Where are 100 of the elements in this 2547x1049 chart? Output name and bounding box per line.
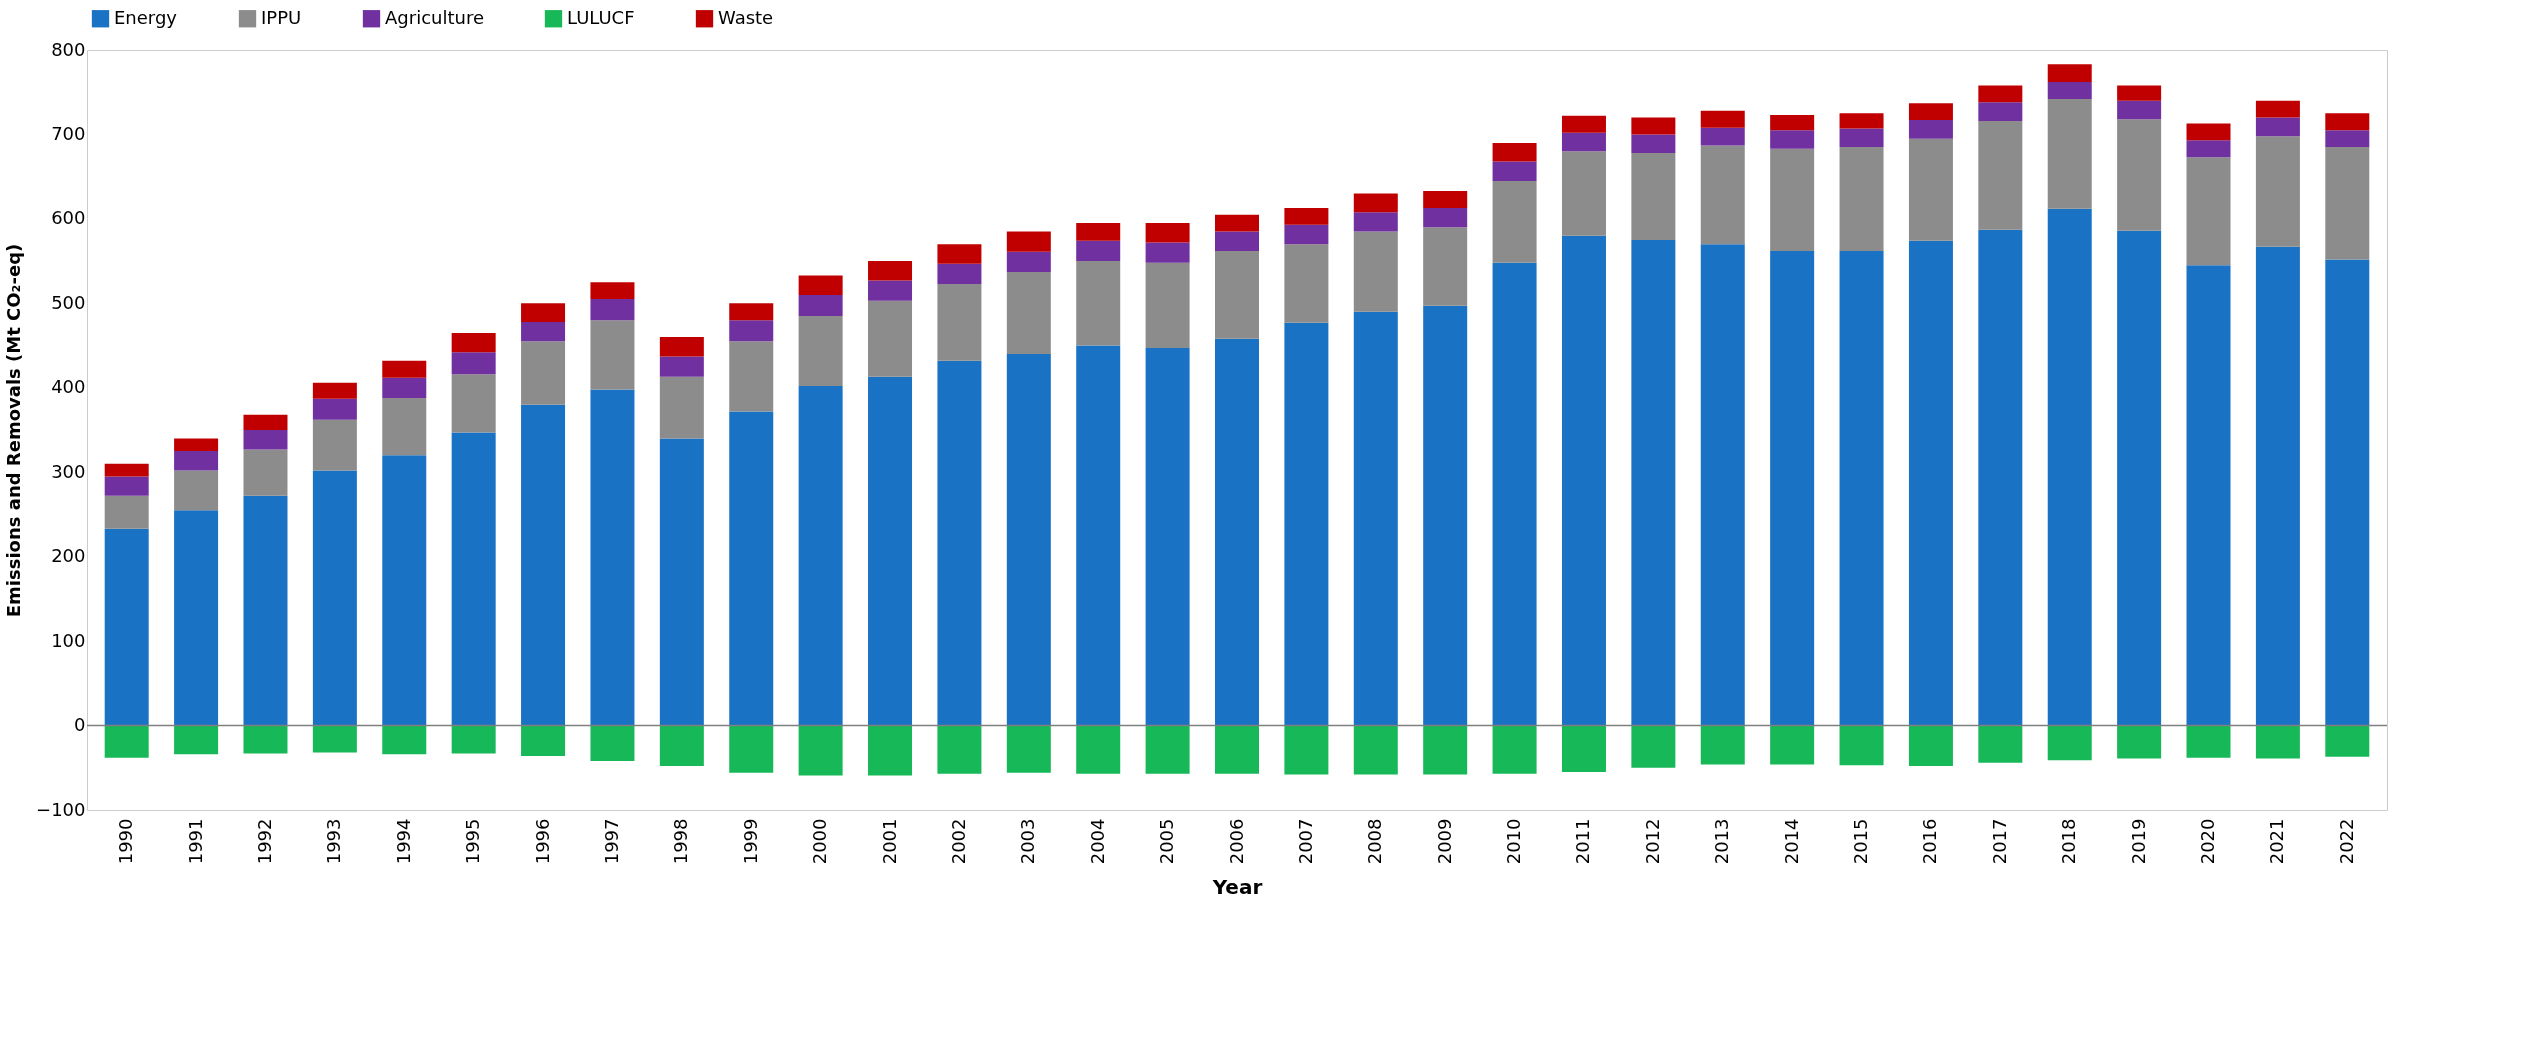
- bar: [798, 316, 843, 387]
- x-tick-label: 1999: [739, 818, 761, 865]
- bar: [382, 397, 427, 456]
- x-tick-label: 2000: [809, 818, 831, 865]
- bar: [1215, 250, 1259, 339]
- legend-label: LULUCF: [567, 6, 635, 28]
- bar: [1561, 725, 1606, 772]
- bar: [2325, 259, 2370, 726]
- bar: [1700, 145, 1745, 245]
- bar: [2047, 98, 2092, 209]
- bar: [104, 495, 149, 529]
- bar: [521, 321, 566, 342]
- bar: [2255, 117, 2300, 137]
- bar: [1076, 345, 1121, 726]
- bar: [590, 282, 635, 300]
- bar: [659, 337, 704, 357]
- x-tick-label: 2001: [878, 818, 900, 865]
- bar: [1839, 725, 1884, 766]
- bar: [1215, 231, 1259, 251]
- bar: [1978, 102, 2023, 121]
- bar: [1353, 231, 1398, 312]
- x-tick-label: 2009: [1433, 818, 1455, 865]
- bar: [937, 360, 982, 726]
- bar: [1561, 151, 1606, 236]
- x-tick-label: 2012: [1641, 818, 1663, 865]
- bar: [659, 438, 704, 726]
- legend-label: Agriculture: [385, 6, 484, 28]
- bar: [1700, 725, 1745, 765]
- bar: [2186, 140, 2231, 158]
- bar: [382, 377, 427, 398]
- bar: [1215, 214, 1259, 232]
- bar: [590, 320, 635, 390]
- bar: [1700, 110, 1745, 128]
- bar: [1839, 128, 1884, 148]
- bar: [312, 419, 357, 471]
- bar: [174, 510, 219, 726]
- x-tick-label: 2022: [2335, 818, 2357, 865]
- x-tick-label: 1997: [600, 818, 622, 865]
- x-tick-label: 1990: [115, 818, 137, 865]
- bar: [451, 332, 496, 353]
- bar: [1770, 115, 1815, 131]
- bar: [2047, 725, 2092, 761]
- bar: [1908, 103, 1953, 121]
- bar: [243, 725, 288, 754]
- bar: [1492, 180, 1537, 263]
- bar: [2325, 113, 2370, 131]
- bar: [659, 725, 704, 767]
- bar: [1978, 85, 2023, 103]
- bar: [1839, 147, 1884, 251]
- bar: [174, 725, 219, 755]
- y-tick-label: 700: [51, 122, 86, 144]
- bar: [521, 725, 566, 756]
- bar: [1770, 148, 1815, 251]
- bar: [1006, 272, 1051, 354]
- bar: [1353, 212, 1398, 232]
- bar: [104, 463, 149, 477]
- bar: [1284, 207, 1329, 225]
- x-tick-label: 2005: [1156, 818, 1178, 865]
- bar: [2117, 85, 2162, 101]
- bar: [1006, 354, 1051, 726]
- bar: [174, 470, 219, 511]
- bar: [1076, 261, 1121, 346]
- bar: [1561, 132, 1606, 152]
- bar: [1700, 127, 1745, 146]
- x-tick-label: 1992: [253, 818, 275, 865]
- bar: [521, 303, 566, 322]
- bar: [1492, 161, 1537, 181]
- bar: [451, 432, 496, 726]
- bar: [2117, 119, 2162, 231]
- bar: [2186, 157, 2231, 266]
- bar: [2117, 100, 2162, 120]
- bar: [1631, 134, 1676, 154]
- bar: [1215, 725, 1259, 774]
- x-tick-label: 2020: [2197, 818, 2219, 865]
- x-tick-label: 2015: [1850, 818, 1872, 865]
- y-tick-label: 0: [74, 714, 86, 736]
- bar: [1353, 193, 1398, 213]
- bar: [1353, 725, 1398, 775]
- bar: [1492, 725, 1537, 774]
- bar: [798, 275, 843, 295]
- bar: [729, 725, 774, 773]
- x-tick-label: 1998: [670, 818, 692, 865]
- bar: [1076, 223, 1121, 241]
- x-tick-label: 2014: [1780, 818, 1802, 865]
- bar: [1284, 244, 1329, 323]
- x-tick-label: 1995: [462, 818, 484, 865]
- x-tick-label: 2017: [1988, 818, 2010, 865]
- bar: [1631, 153, 1676, 240]
- bar: [2117, 725, 2162, 759]
- bar: [312, 398, 357, 420]
- x-tick-label: 1993: [323, 818, 345, 865]
- bar: [1978, 725, 2023, 763]
- bar: [382, 725, 427, 755]
- bar: [174, 438, 219, 452]
- bar: [2186, 265, 2231, 726]
- x-tick-label: 2016: [1919, 818, 1941, 865]
- bar: [868, 280, 913, 301]
- bar: [174, 451, 219, 471]
- bar: [1006, 251, 1051, 273]
- bar: [1770, 725, 1815, 765]
